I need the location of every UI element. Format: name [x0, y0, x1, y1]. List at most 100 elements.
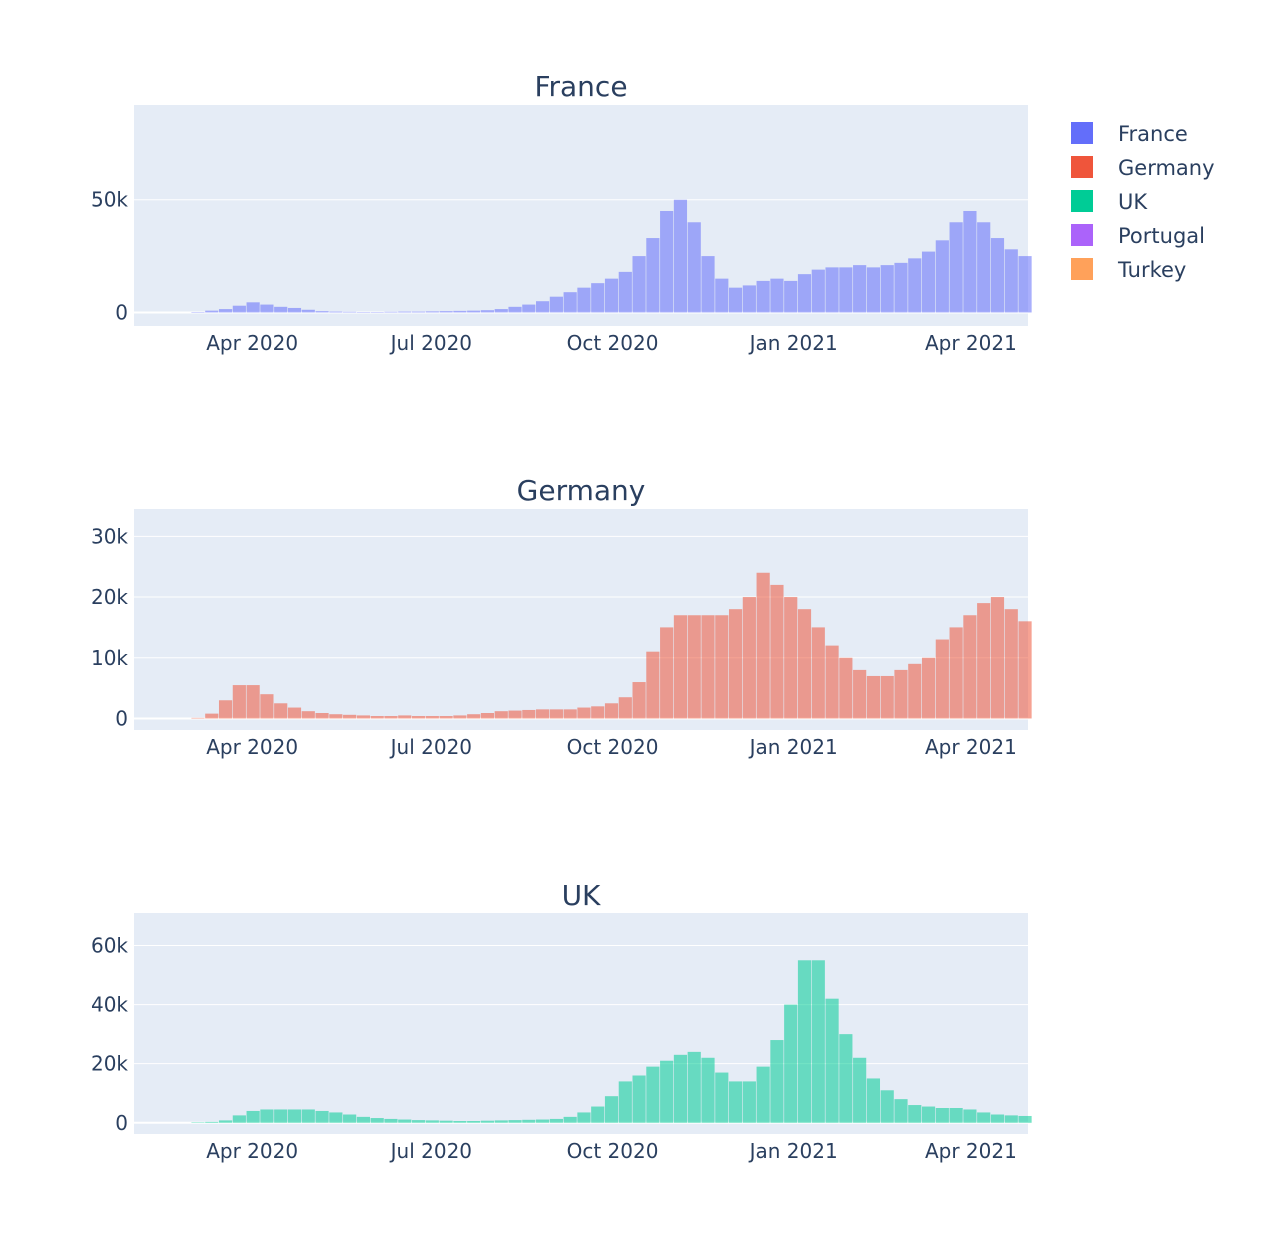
y-tick-label: 10k: [91, 646, 128, 670]
bar: [260, 304, 274, 313]
bar: [604, 1096, 619, 1123]
bar: [618, 697, 632, 719]
bar: [453, 715, 467, 719]
bar: [825, 645, 839, 719]
bar: [480, 1120, 495, 1123]
bar: [673, 1054, 688, 1123]
x-axis-uk: Apr 2020 Jul 2020 Oct 2020 Jan 2021 Apr 2021: [206, 1139, 1017, 1163]
bar: [398, 311, 412, 313]
bar: [218, 700, 233, 719]
y-tick-label: 50k: [91, 188, 128, 212]
bar: [467, 310, 481, 313]
bar: [536, 709, 550, 719]
bar: [811, 960, 825, 1123]
legend-item-portugal[interactable]: Portugal: [1071, 224, 1205, 248]
bar: [563, 292, 577, 313]
y-tick-label: 40k: [91, 993, 128, 1017]
bar: [660, 210, 674, 313]
x-tick-label: Jan 2021: [748, 331, 838, 355]
bar: [260, 694, 274, 719]
bar: [853, 265, 867, 313]
x-tick-label: Jul 2020: [389, 1139, 472, 1163]
bar: [728, 287, 743, 313]
legend-item-germany[interactable]: Germany: [1071, 156, 1215, 180]
bar: [784, 1004, 798, 1123]
bar: [990, 1114, 1005, 1123]
bar: [218, 1120, 233, 1123]
bar: [315, 1110, 329, 1123]
bar: [549, 1118, 563, 1123]
legend-label-germany: Germany: [1118, 156, 1215, 180]
bar: [508, 306, 522, 313]
bar: [866, 267, 881, 313]
bar: [480, 713, 495, 719]
bar: [963, 210, 977, 313]
bar: [343, 1114, 357, 1123]
bar: [839, 657, 853, 719]
bar: [356, 715, 370, 719]
bar: [797, 274, 812, 313]
bar: [646, 1066, 660, 1123]
bar: [866, 675, 881, 719]
bar: [1018, 621, 1032, 719]
bar: [329, 1112, 343, 1123]
bar: [274, 1109, 288, 1123]
bar: [646, 238, 660, 313]
subplot-title-france: France: [534, 70, 627, 103]
bar: [232, 305, 246, 313]
bar: [853, 669, 867, 719]
x-tick-label: Oct 2020: [567, 735, 659, 759]
bar: [246, 685, 260, 719]
legend-item-uk[interactable]: UK: [1071, 190, 1148, 214]
bar: [963, 1109, 977, 1123]
bar: [439, 311, 453, 313]
legend-label-portugal: Portugal: [1118, 224, 1205, 248]
bar: [949, 627, 963, 719]
legend-swatch-portugal: [1071, 224, 1093, 246]
bar: [191, 717, 205, 719]
bar: [742, 285, 756, 313]
bar: [1004, 609, 1018, 719]
bar: [522, 709, 536, 719]
x-tick-label: Oct 2020: [567, 1139, 659, 1163]
bar: [425, 311, 439, 313]
bar: [205, 1121, 219, 1123]
subplot-uk: 0 20k 40k 60k Apr 2020 Jul 2020 Oct 2020 Jan 2…: [91, 879, 1032, 1163]
bar: [894, 1099, 908, 1123]
legend-label-turkey: Turkey: [1117, 258, 1186, 282]
y-tick-label: 0: [115, 1111, 128, 1135]
bar: [963, 615, 977, 719]
bar: [536, 301, 550, 313]
bar: [549, 709, 563, 719]
bar: [522, 304, 536, 313]
subplot-title-germany: Germany: [517, 474, 646, 507]
bar: [908, 1105, 922, 1123]
bar: [935, 1108, 949, 1123]
legend-item-turkey[interactable]: Turkey: [1071, 258, 1186, 282]
bar: [839, 267, 853, 313]
bar: [370, 312, 384, 313]
legend-swatch-france: [1071, 122, 1093, 144]
x-tick-label: Apr 2020: [206, 735, 298, 759]
legend-swatch-uk: [1071, 190, 1093, 212]
bar: [563, 709, 577, 719]
bar: [742, 1081, 756, 1123]
x-tick-label: Jan 2021: [748, 1139, 838, 1163]
bar: [508, 710, 522, 719]
bar: [591, 706, 605, 719]
bar: [315, 713, 329, 719]
bar: [756, 572, 770, 719]
bar: [425, 1120, 439, 1123]
legend-item-france[interactable]: France: [1071, 122, 1188, 146]
bar: [563, 1116, 577, 1123]
bar: [287, 1109, 302, 1123]
bar: [356, 312, 370, 313]
bar: [398, 715, 412, 719]
bar: [618, 271, 632, 313]
bar: [480, 310, 495, 313]
bar: [494, 711, 508, 719]
legend[interactable]: France Germany UK Portugal Turkey: [1071, 122, 1215, 282]
bar: [908, 258, 922, 313]
